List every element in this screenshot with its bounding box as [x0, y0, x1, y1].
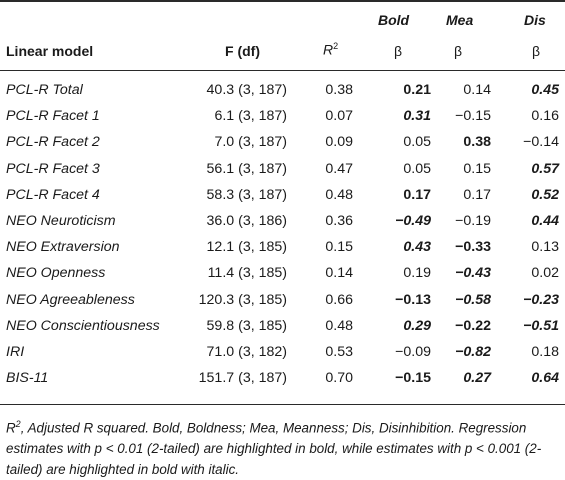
cell-model: PCL-R Facet 2 [6, 134, 100, 151]
cell-f-df: 40.3 (3, 187) [206, 82, 287, 98]
cell-f-df: 56.1 (3, 187) [206, 160, 287, 177]
cell-beta-dis: 0.16 [531, 108, 559, 125]
cell-beta-dis: 0.57 [531, 160, 559, 177]
cell-r2: 0.48 [325, 186, 353, 203]
cell-f-df: 58.3 (3, 187) [206, 186, 287, 203]
header-dis: Dis [524, 12, 546, 28]
table-row: NEO Extraversion 12.1 (3, 185) 0.15 0.43 −0.… [0, 235, 565, 261]
table-footnote: R2, Adjusted R squared. Bold, Boldness; … [6, 419, 542, 478]
cell-beta-bold: −0.49 [395, 212, 431, 229]
cell-beta-mea: 0.38 [463, 134, 491, 151]
cell-model: BIS-11 [6, 370, 49, 387]
cell-f-df: 11.4 (3, 185) [207, 265, 287, 282]
cell-r2: 0.66 [325, 291, 353, 308]
table-row: PCL-R Facet 2 7.0 (3, 187) 0.09 0.05 0.38 −0.… [0, 130, 565, 156]
table-row: NEO Neuroticism 36.0 (3, 186) 0.36 −0.49 −0.… [0, 209, 565, 235]
cell-beta-bold: 0.05 [403, 160, 431, 177]
cell-model: NEO Extraversion [6, 239, 120, 256]
cell-beta-dis: 0.44 [531, 212, 559, 229]
cell-model: NEO Neuroticism [6, 212, 116, 229]
header-linear-model: Linear model [6, 43, 94, 59]
cell-r2: 0.53 [325, 343, 353, 360]
table-row: BIS-11 151.7 (3, 187) 0.70 −0.15 0.27 0.64 [0, 366, 565, 392]
cell-r2: 0.70 [325, 370, 353, 387]
table-row: PCL-R Facet 4 58.3 (3, 187) 0.48 0.17 0.17 0.… [0, 183, 565, 209]
cell-beta-dis: −0.23 [523, 291, 559, 308]
header-beta-mea: β [454, 43, 463, 59]
cell-beta-bold: −0.13 [395, 291, 431, 308]
cell-beta-dis: 0.64 [531, 370, 559, 387]
cell-beta-mea: 0.27 [463, 370, 491, 387]
cell-beta-mea: 0.15 [463, 160, 491, 177]
cell-f-df: 120.3 (3, 185) [198, 291, 287, 308]
table-top-rule [0, 0, 565, 2]
header-r2: R2 [323, 41, 339, 58]
cell-model: PCL-R Total [6, 82, 83, 98]
cell-f-df: 59.8 (3, 185) [206, 317, 287, 334]
cell-beta-bold: 0.43 [403, 239, 431, 256]
table-body: PCL-R Total 40.3 (3, 187) 0.38 0.21 0.14 0.45… [0, 78, 565, 392]
cell-model: IRI [6, 343, 25, 360]
cell-model: PCL-R Facet 3 [6, 160, 100, 177]
cell-beta-dis: −0.51 [523, 317, 559, 334]
header-beta-dis: β [532, 43, 541, 59]
table-header-rule [0, 70, 565, 71]
cell-model: NEO Agreeableness [6, 291, 135, 308]
cell-f-df: 6.1 (3, 187) [214, 108, 287, 125]
cell-beta-dis: 0.02 [531, 265, 559, 282]
cell-beta-dis: 0.13 [531, 239, 559, 256]
table-row: NEO Agreeableness 120.3 (3, 185) 0.66 −0.13… [0, 288, 565, 314]
cell-model: PCL-R Facet 1 [6, 108, 100, 125]
cell-r2: 0.36 [325, 212, 353, 229]
header-beta-bold: β [394, 43, 403, 59]
cell-beta-bold: 0.31 [403, 108, 431, 125]
header-bold: Bold [378, 12, 410, 28]
cell-beta-mea: −0.43 [455, 265, 491, 282]
header-mea: Mea [446, 12, 474, 28]
cell-beta-mea: 0.17 [463, 186, 491, 203]
cell-f-df: 151.7 (3, 187) [198, 370, 287, 387]
table-row: PCL-R Total 40.3 (3, 187) 0.38 0.21 0.14 0.45 [0, 78, 565, 104]
table-row: NEO Conscientiousness 59.8 (3, 185) 0.48 0.… [0, 314, 565, 340]
cell-r2: 0.47 [325, 160, 353, 177]
cell-beta-bold: 0.21 [403, 82, 431, 98]
table-row: PCL-R Facet 1 6.1 (3, 187) 0.07 0.31 −0.15 0.… [0, 104, 565, 130]
cell-beta-mea: −0.82 [455, 343, 491, 360]
cell-f-df: 71.0 (3, 182) [206, 343, 287, 360]
cell-beta-bold: 0.05 [403, 134, 431, 151]
cell-beta-dis: 0.52 [531, 186, 559, 203]
cell-f-df: 12.1 (3, 185) [206, 239, 287, 256]
cell-beta-bold: 0.19 [403, 265, 431, 282]
cell-beta-mea: −0.33 [455, 239, 491, 256]
cell-r2: 0.48 [325, 317, 353, 334]
cell-model: NEO Conscientiousness [6, 317, 160, 334]
cell-model: NEO Openness [6, 265, 106, 282]
header-f-df: F (df) [225, 43, 260, 59]
cell-beta-bold: 0.17 [403, 186, 431, 203]
cell-beta-bold: 0.29 [403, 317, 431, 334]
cell-beta-mea: 0.14 [463, 82, 491, 98]
cell-r2: 0.15 [325, 239, 353, 256]
cell-beta-mea: −0.22 [455, 317, 491, 334]
cell-beta-dis: 0.45 [531, 82, 559, 98]
cell-model: PCL-R Facet 4 [6, 186, 100, 203]
cell-beta-dis: −0.14 [523, 134, 559, 151]
cell-beta-bold: −0.09 [395, 343, 431, 360]
table-row: NEO Openness 11.4 (3, 185) 0.14 0.19 −0.43 0.… [0, 261, 565, 287]
table-bottom-rule [0, 404, 565, 405]
cell-r2: 0.38 [325, 82, 353, 98]
cell-beta-dis: 0.18 [531, 343, 559, 360]
cell-beta-mea: −0.19 [455, 212, 491, 229]
cell-f-df: 7.0 (3, 187) [214, 134, 287, 151]
cell-beta-mea: −0.15 [455, 108, 491, 125]
cell-beta-bold: −0.15 [395, 370, 431, 387]
cell-r2: 0.07 [325, 108, 353, 125]
table-row: IRI 71.0 (3, 182) 0.53 −0.09 −0.82 0.18 [0, 340, 565, 366]
cell-r2: 0.09 [325, 134, 353, 151]
cell-r2: 0.14 [325, 265, 353, 282]
cell-beta-mea: −0.58 [455, 291, 491, 308]
table-row: PCL-R Facet 3 56.1 (3, 187) 0.47 0.05 0.15 0.… [0, 157, 565, 183]
cell-f-df: 36.0 (3, 186) [206, 212, 287, 229]
